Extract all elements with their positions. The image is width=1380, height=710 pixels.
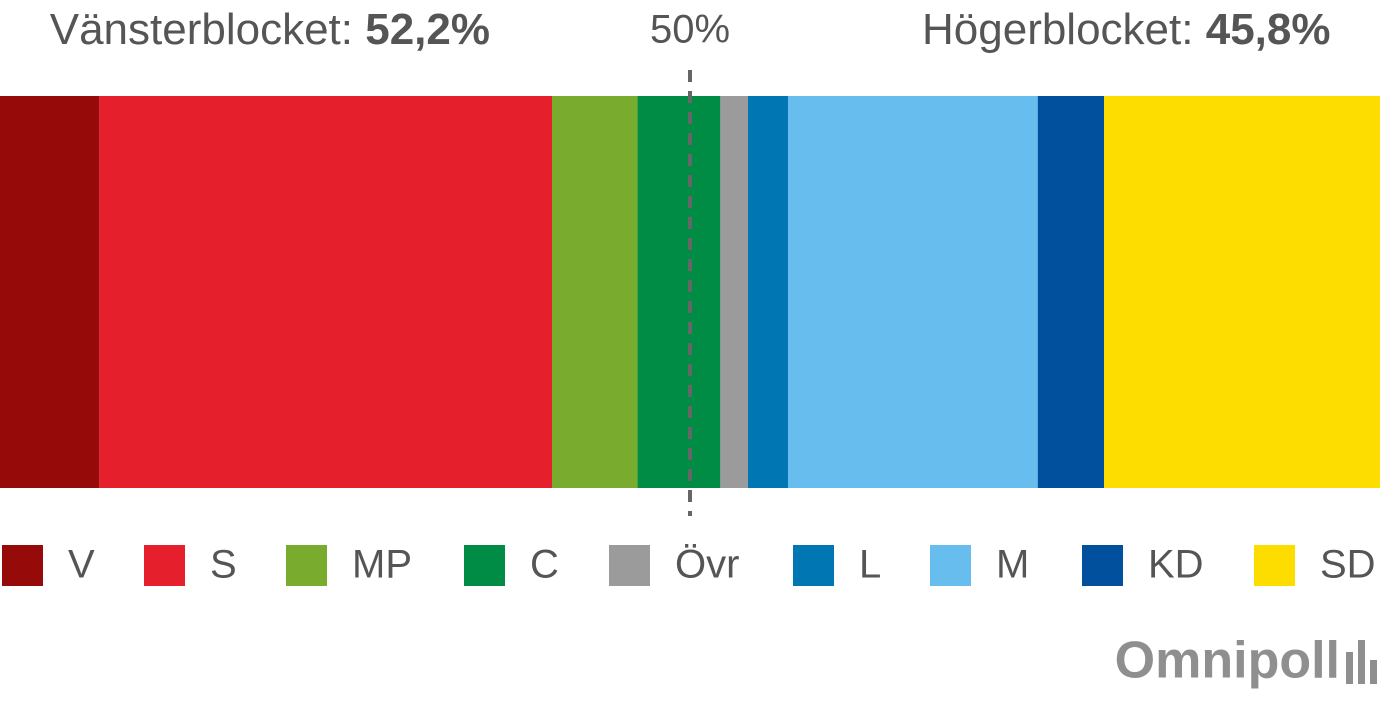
bar-segment [787, 96, 1038, 488]
bar-segment [552, 96, 638, 488]
block-value: 45,8% [1206, 5, 1331, 54]
bar-segment [1037, 96, 1104, 488]
block-name: Vänsterblocket: [50, 5, 353, 54]
legend-label: SD [1320, 543, 1376, 587]
legend-swatch [930, 545, 971, 586]
legend-swatch [609, 545, 650, 586]
bar-segment [99, 96, 553, 488]
legend-swatch [1254, 545, 1295, 586]
legend-swatch [1082, 545, 1123, 586]
block-value: 52,2% [365, 5, 490, 54]
bar-segment [720, 96, 748, 488]
legend-label: S [210, 543, 237, 587]
legend-label: C [530, 543, 559, 587]
bar-segment [747, 96, 788, 488]
bar-segment [1104, 96, 1380, 488]
bar-segment [0, 96, 100, 488]
legend-swatch [2, 545, 43, 586]
logo: Omnipoll [1115, 632, 1340, 690]
legend-label: MP [352, 543, 412, 587]
legend-label: Övr [675, 543, 739, 587]
bar-segment [637, 96, 721, 488]
legend-swatch [793, 545, 834, 586]
legend-label: M [996, 543, 1029, 587]
legend-label: KD [1148, 543, 1204, 587]
legend-swatch [144, 545, 185, 586]
block-label: Vänsterblocket: 52,2% [50, 5, 490, 54]
legend-label: L [859, 543, 881, 587]
logo-icon [1346, 640, 1377, 684]
legend-swatch [464, 545, 505, 586]
legend-label: V [68, 543, 95, 587]
block-name: Högerblocket: [922, 5, 1193, 54]
reference-label: 50% [650, 8, 730, 52]
block-label: Högerblocket: 45,8% [922, 5, 1330, 54]
legend-swatch [286, 545, 327, 586]
